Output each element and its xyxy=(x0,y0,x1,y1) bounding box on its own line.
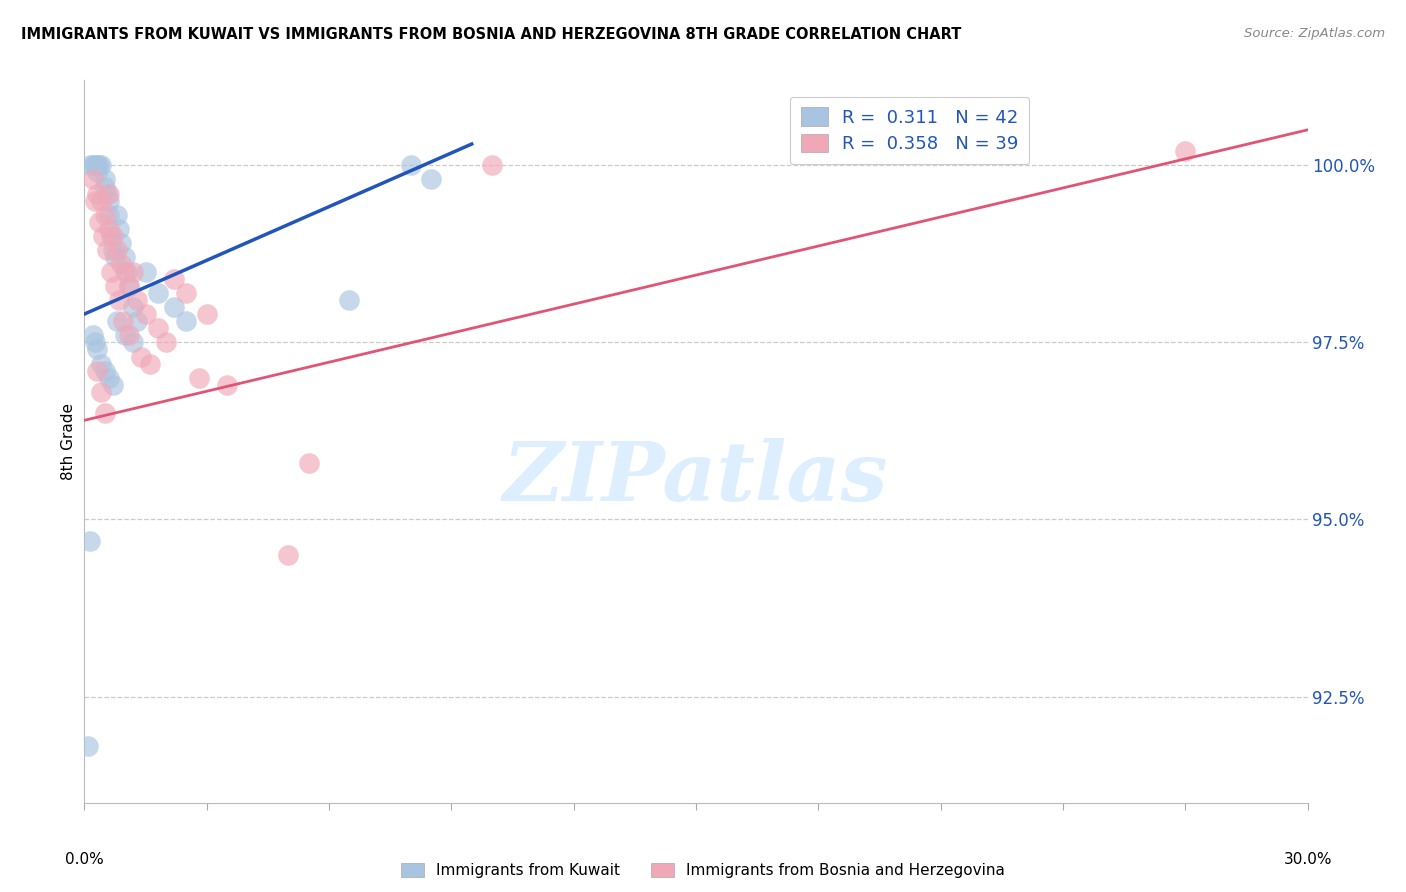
Point xyxy=(100,264,122,278)
Legend: R =  0.311   N = 42, R =  0.358   N = 39: R = 0.311 N = 42, R = 0.358 N = 39 xyxy=(790,96,1029,164)
Point xyxy=(146,285,169,300)
Text: Source: ZipAtlas.com: Source: ZipAtlas.com xyxy=(1244,27,1385,40)
Legend: Immigrants from Kuwait, Immigrants from Bosnia and Herzegovina: Immigrants from Kuwait, Immigrants from … xyxy=(395,857,1011,884)
Point xyxy=(298,456,321,470)
Point xyxy=(163,271,186,285)
Point xyxy=(118,278,141,293)
Point xyxy=(420,172,443,186)
Point xyxy=(101,229,124,244)
Point xyxy=(90,357,112,371)
Point xyxy=(108,222,131,236)
Point xyxy=(114,328,136,343)
Point xyxy=(110,257,132,271)
Point xyxy=(82,158,104,172)
Point xyxy=(174,285,197,300)
Point xyxy=(146,321,169,335)
Point xyxy=(83,335,105,350)
Point xyxy=(86,364,108,378)
Point xyxy=(481,158,503,172)
Point xyxy=(105,244,128,258)
Point xyxy=(97,194,120,208)
Point xyxy=(118,278,141,293)
Point xyxy=(105,208,128,222)
Point xyxy=(79,158,101,172)
Point xyxy=(97,222,120,236)
Point xyxy=(93,179,115,194)
Point xyxy=(112,314,135,328)
Point xyxy=(93,406,115,420)
Point xyxy=(217,377,239,392)
Point xyxy=(96,244,118,258)
Point xyxy=(115,264,138,278)
Point xyxy=(339,293,361,307)
Point xyxy=(83,158,105,172)
Point xyxy=(83,194,105,208)
Point xyxy=(90,194,112,208)
Point xyxy=(163,300,186,314)
Point xyxy=(110,236,132,251)
Point xyxy=(187,371,209,385)
Text: 30.0%: 30.0% xyxy=(1284,852,1331,867)
Point xyxy=(90,158,112,172)
Point xyxy=(114,264,136,278)
Point xyxy=(77,739,100,753)
Point xyxy=(122,264,145,278)
Point xyxy=(100,229,122,244)
Point xyxy=(93,364,115,378)
Point xyxy=(86,165,108,179)
Text: IMMIGRANTS FROM KUWAIT VS IMMIGRANTS FROM BOSNIA AND HERZEGOVINA 8TH GRADE CORRE: IMMIGRANTS FROM KUWAIT VS IMMIGRANTS FRO… xyxy=(21,27,962,42)
Point xyxy=(87,215,110,229)
Point xyxy=(82,172,104,186)
Point xyxy=(131,350,153,364)
Point xyxy=(108,293,131,307)
Point xyxy=(105,314,128,328)
Point xyxy=(93,172,115,186)
Point xyxy=(127,314,149,328)
Point xyxy=(195,307,218,321)
Point xyxy=(135,307,157,321)
Point xyxy=(97,371,120,385)
Point xyxy=(86,343,108,357)
Point xyxy=(82,328,104,343)
Point xyxy=(277,548,299,562)
Point xyxy=(101,244,124,258)
Point xyxy=(122,335,145,350)
Point xyxy=(399,158,422,172)
Point xyxy=(101,377,124,392)
Point xyxy=(93,208,115,222)
Point xyxy=(174,314,197,328)
Point xyxy=(122,300,145,314)
Point xyxy=(118,328,141,343)
Point xyxy=(138,357,160,371)
Point xyxy=(155,335,177,350)
Point xyxy=(135,264,157,278)
Point xyxy=(104,251,127,265)
Point xyxy=(97,208,120,222)
Text: ZIPatlas: ZIPatlas xyxy=(503,438,889,517)
Point xyxy=(87,158,110,172)
Point xyxy=(114,251,136,265)
Point xyxy=(127,293,149,307)
Point xyxy=(86,186,108,201)
Point xyxy=(1174,144,1197,158)
Point xyxy=(90,384,112,399)
Point xyxy=(97,186,120,201)
Text: 0.0%: 0.0% xyxy=(65,852,104,867)
Point xyxy=(104,278,127,293)
Point xyxy=(86,158,108,172)
Point xyxy=(91,229,114,244)
Point xyxy=(96,186,118,201)
Point xyxy=(79,533,101,548)
Y-axis label: 8th Grade: 8th Grade xyxy=(60,403,76,480)
